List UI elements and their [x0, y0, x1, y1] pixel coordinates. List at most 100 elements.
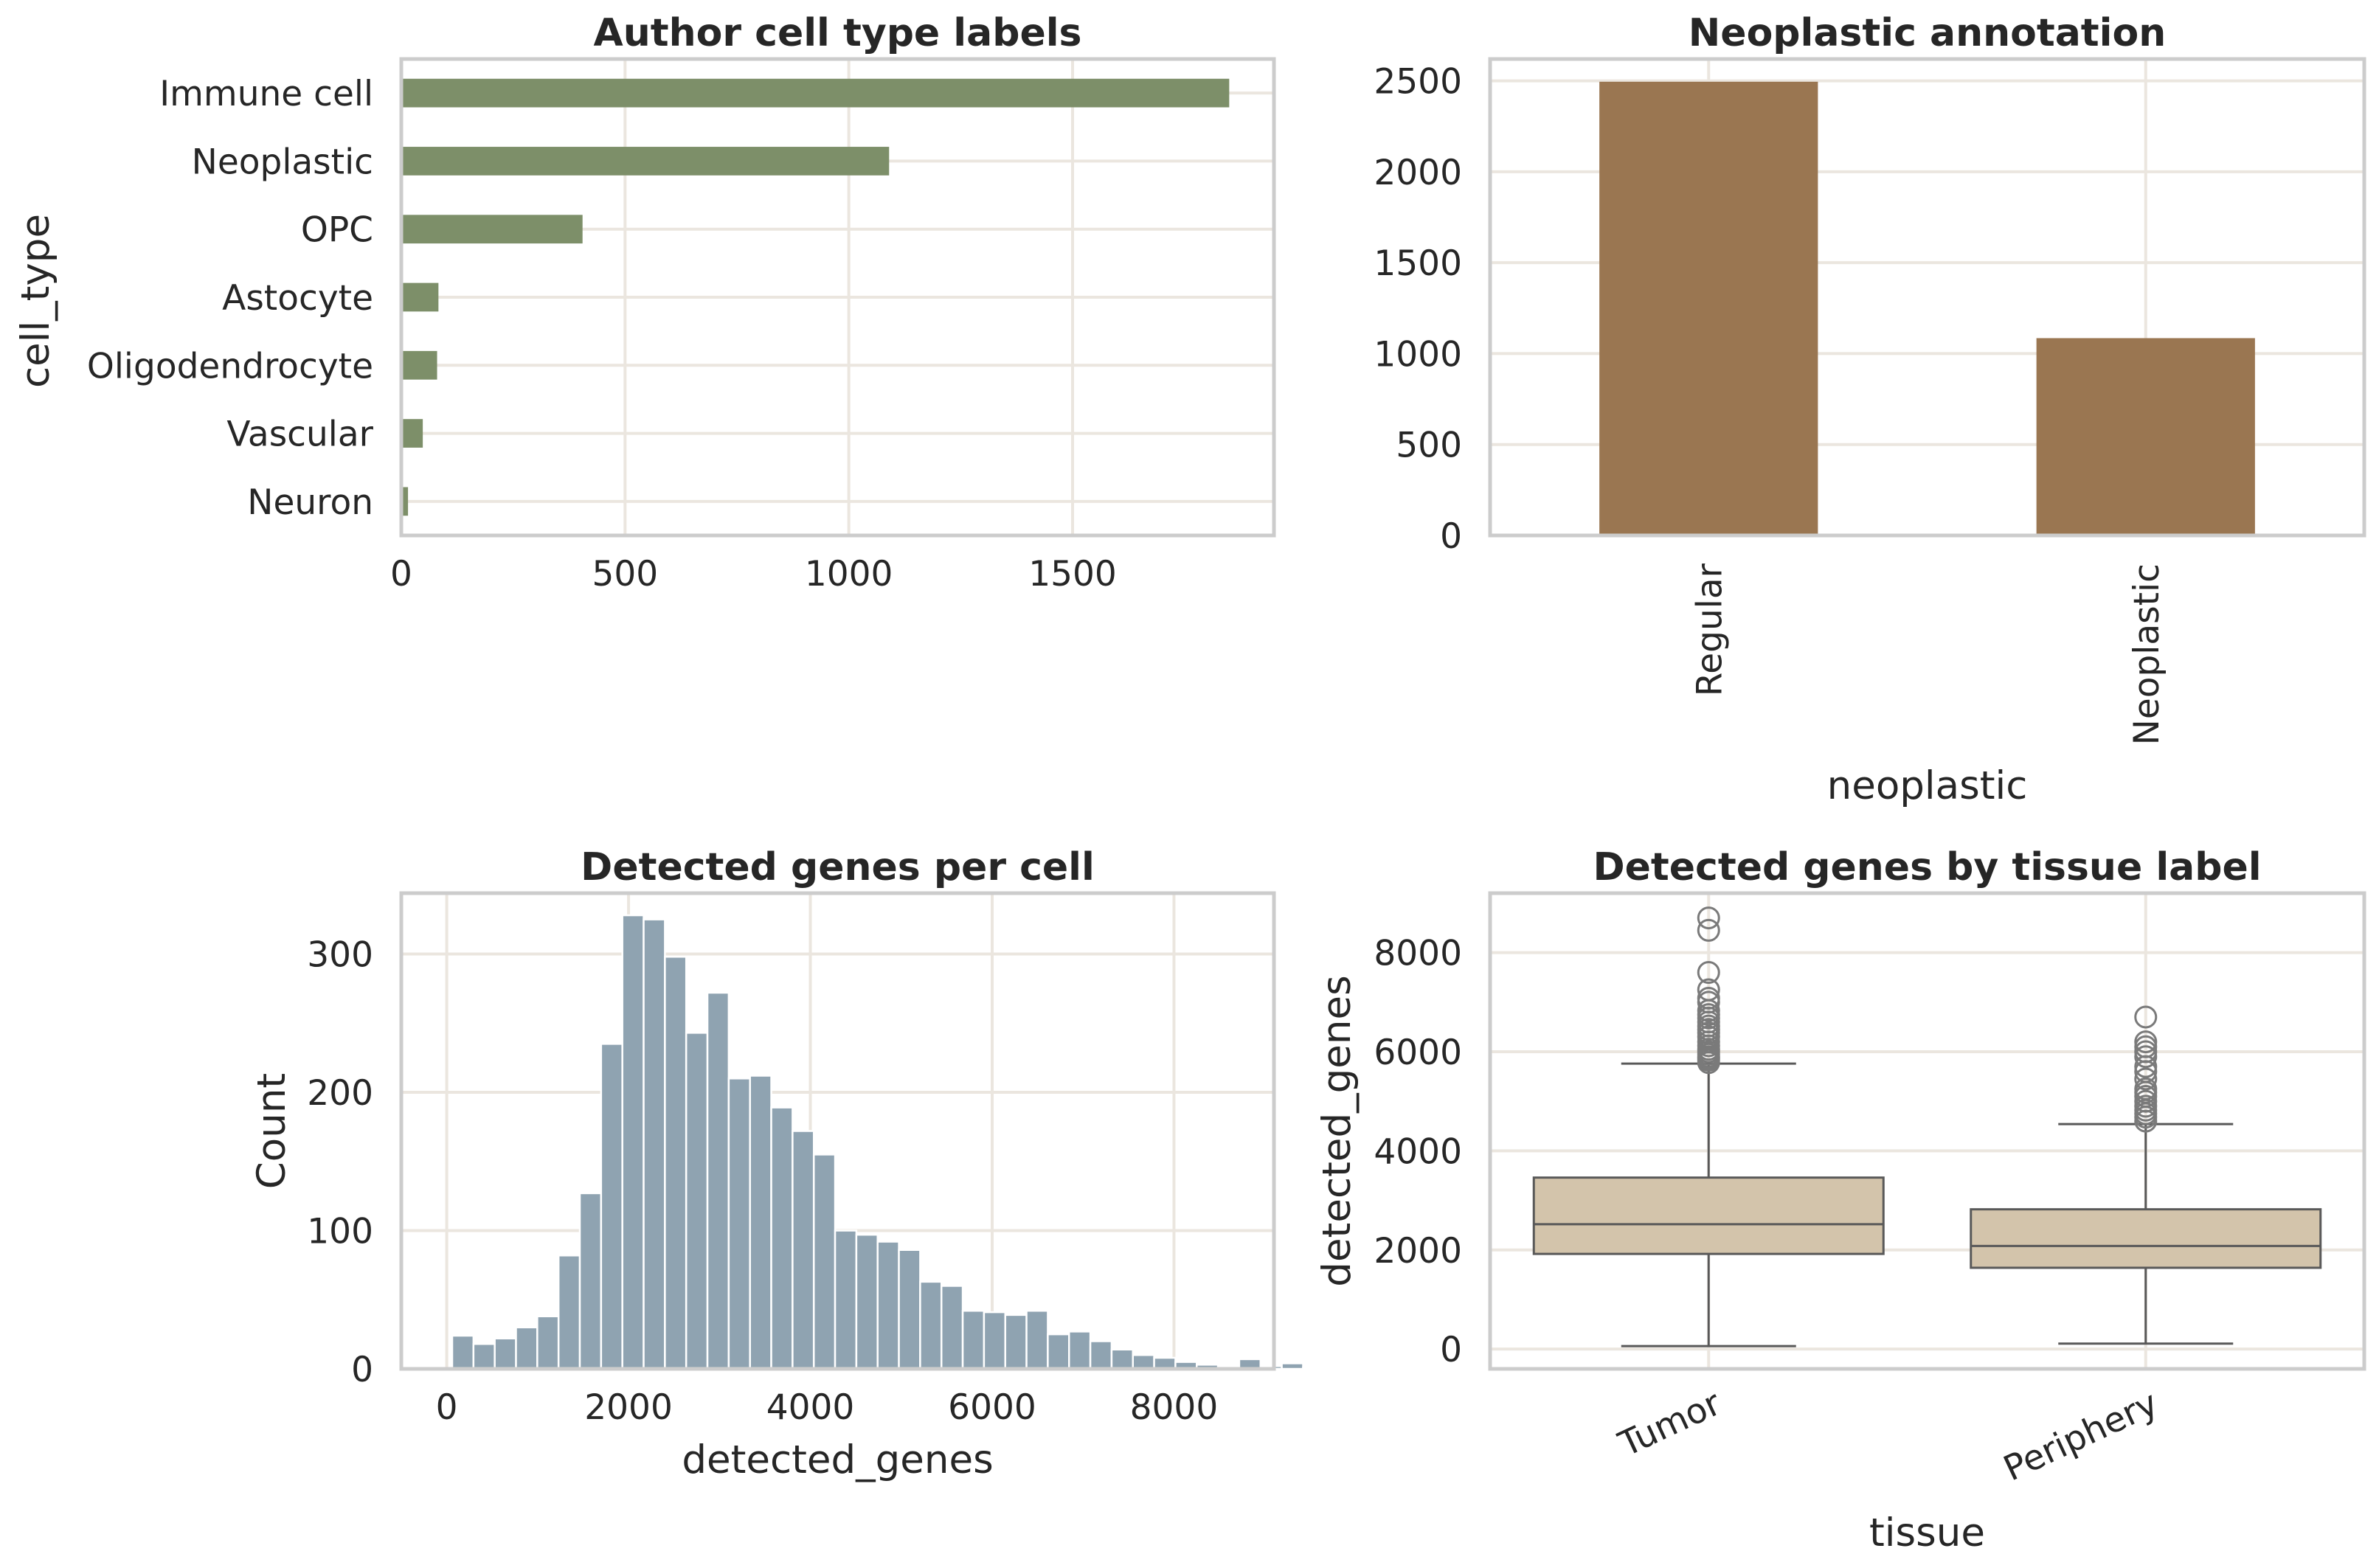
- histogram-bar: [770, 1106, 794, 1370]
- plot-frame: [399, 891, 1276, 1371]
- y-tick-label: OPC: [301, 210, 373, 251]
- x-tick-label: Regular: [1689, 563, 1730, 696]
- box-tumor: [1532, 906, 1885, 1347]
- chart-title: Neoplastic annotation: [1689, 11, 2166, 55]
- x-axis-label: neoplastic: [1827, 763, 2028, 808]
- x-tick-label: 6000: [948, 1387, 1036, 1428]
- y-tick-label: Oligodendrocyte: [87, 346, 373, 386]
- x-tick-label: 1500: [1028, 554, 1117, 594]
- bar-vascular: [401, 419, 423, 448]
- cell-type-chart: 0 500 1000 1500 Immune cell Neoplastic OPC Asto…: [13, 11, 1276, 594]
- plot-frame: [1488, 57, 2366, 538]
- histogram-bar: [494, 1337, 517, 1370]
- y-tick-label: 100: [307, 1212, 373, 1252]
- x-axis-label: detected_genes: [682, 1437, 993, 1482]
- outlier-point: [2134, 1040, 2158, 1064]
- outlier-point: [2134, 1077, 2158, 1100]
- histogram-bar: [834, 1229, 858, 1370]
- histogram-bar: [1025, 1310, 1049, 1370]
- histogram-bar: [1387, 1366, 1410, 1370]
- histogram-bar: [472, 1343, 496, 1370]
- y-tick-label: 2000: [1374, 153, 1462, 193]
- histogram-bar: [1323, 1366, 1347, 1370]
- box-periphery: [1970, 1005, 2322, 1345]
- histogram-bar: [664, 956, 688, 1370]
- outlier-point: [2134, 1035, 2158, 1058]
- bar-opc: [401, 215, 583, 244]
- x-tick-label: 4000: [766, 1387, 855, 1428]
- y-tick-label: 0: [1440, 1330, 1462, 1370]
- bar-immune-cell: [401, 78, 1230, 108]
- box-body: [1532, 1176, 1885, 1255]
- x-tick-label: Neoplastic: [2127, 563, 2167, 745]
- x-tick-label: 8000: [1130, 1387, 1219, 1428]
- histogram-bar: [1365, 1366, 1390, 1370]
- histogram-bar: [940, 1285, 964, 1370]
- neoplastic-chart: 0 500 1000 1500 2000 2500 Regular Neoplastic Neo…: [1374, 11, 2366, 808]
- x-tick-label: 500: [592, 554, 658, 594]
- bar-oligodendrocyte: [401, 350, 437, 380]
- histogram-bar: [792, 1130, 815, 1370]
- plot-frame: [1488, 891, 2366, 1371]
- histogram-bar: [706, 991, 730, 1370]
- histogram-bar: [727, 1078, 751, 1370]
- histogram-bar: [621, 914, 645, 1370]
- bar-regular: [1599, 81, 1818, 535]
- y-tick-label: 4000: [1374, 1131, 1462, 1172]
- x-tick-label: 0: [436, 1387, 458, 1428]
- histogram-bar: [1430, 1366, 1453, 1370]
- outlier-point: [1697, 906, 1720, 930]
- x-axis-label: tissue: [1869, 1510, 1985, 1555]
- y-tick-label: 1000: [1374, 334, 1462, 375]
- chart-title: Detected genes by tissue label: [1593, 845, 2261, 889]
- outlier-point: [2134, 1030, 2158, 1054]
- y-tick-label: 2000: [1374, 1231, 1462, 1272]
- y-tick-label: 0: [351, 1350, 373, 1390]
- outlier-point: [2134, 1095, 2158, 1118]
- histogram-chart: 0 2000 4000 6000 8000 0 100 200 300 Detected gene…: [249, 845, 1453, 1482]
- histogram-bar: [536, 1315, 560, 1370]
- y-tick-label: Neoplastic: [192, 142, 373, 182]
- histogram-bar: [643, 918, 666, 1370]
- plot-frame: [399, 57, 1276, 538]
- histogram-bar: [1089, 1340, 1113, 1370]
- x-tick-label: 0: [390, 554, 412, 594]
- histogram-bar: [961, 1310, 986, 1370]
- y-tick-label: Neuron: [247, 482, 373, 523]
- outlier-point: [2134, 1089, 2158, 1113]
- outlier-point: [2134, 1045, 2158, 1069]
- histogram-bar: [1132, 1354, 1155, 1370]
- histogram-bar: [578, 1192, 603, 1370]
- y-axis-label: cell_type: [13, 214, 58, 388]
- histogram-bar: [1302, 1366, 1326, 1370]
- histogram-bar: [898, 1249, 921, 1370]
- bar-neuron: [401, 487, 409, 516]
- histogram-bar: [876, 1241, 900, 1370]
- histogram-bar: [1047, 1333, 1070, 1370]
- y-axis-label: detected_genes: [1315, 975, 1360, 1286]
- y-tick-label: 1500: [1374, 243, 1462, 284]
- y-tick-label: 0: [1440, 516, 1462, 557]
- histogram-bar: [812, 1154, 837, 1370]
- outlier-point: [1697, 978, 1720, 1002]
- x-tick-label: 2000: [584, 1387, 673, 1428]
- histogram-bar: [1004, 1314, 1028, 1370]
- histogram-bar: [749, 1075, 772, 1370]
- histogram-bar: [1067, 1331, 1092, 1370]
- outlier-point: [1697, 986, 1720, 1010]
- y-axis-label: Count: [249, 1073, 294, 1189]
- y-tick-label: 200: [307, 1073, 373, 1114]
- histogram-bar: [557, 1255, 581, 1370]
- y-tick-label: Astocyte: [222, 278, 373, 319]
- chart-title: Detected genes per cell: [581, 845, 1095, 889]
- histogram-bar: [983, 1311, 1006, 1370]
- chart-title: Author cell type labels: [594, 11, 1082, 55]
- y-tick-label: 6000: [1374, 1033, 1462, 1073]
- histogram-bar: [855, 1233, 879, 1370]
- histogram-bar: [919, 1280, 943, 1370]
- histogram-bar: [451, 1334, 475, 1370]
- y-tick-label: Vascular: [226, 414, 373, 455]
- outlier-point: [1697, 961, 1720, 984]
- histogram-bar: [515, 1326, 539, 1370]
